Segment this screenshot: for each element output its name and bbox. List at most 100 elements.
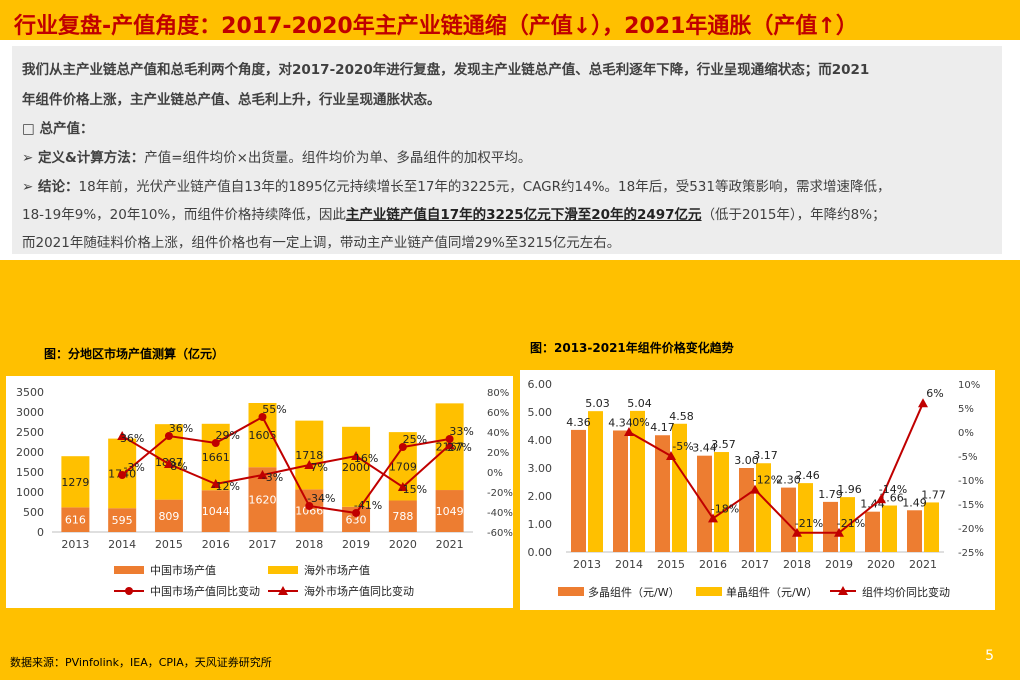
y-tick-label: 3.00 — [528, 462, 553, 475]
point-china-yoy — [398, 443, 407, 451]
label-price-yoy: 6% — [926, 387, 943, 400]
bar-label-mono: 5.04 — [627, 397, 652, 410]
conclusion-line-3: 而2021年随硅料价格上涨，组件价格也有一定上调，带动主产业链产值同增29%至3… — [22, 235, 621, 251]
conclusion-text-2a: 18-19年9%，20年10%，而组件价格持续降低，因此 — [22, 207, 346, 223]
y-tick-label: 3500 — [16, 386, 44, 399]
y2-tick-label: 40% — [487, 428, 509, 439]
bar-label-multi: 3.00 — [734, 454, 759, 467]
point-overseas-yoy — [351, 451, 362, 460]
point-overseas-yoy — [163, 459, 174, 468]
point-overseas-yoy — [444, 440, 455, 449]
x-tick-label: 2016 — [202, 538, 230, 551]
bar-multi — [739, 468, 754, 552]
bar-label-multi: 4.36 — [566, 416, 591, 429]
y-tick-label: 2500 — [16, 426, 44, 439]
bar-label-china: 1620 — [249, 494, 277, 507]
x-tick-label: 2017 — [741, 558, 769, 571]
legend-label-overseas: 海外市场产值 — [304, 563, 370, 577]
bar-label-mono: 2.46 — [795, 469, 820, 482]
x-tick-label: 2013 — [573, 558, 601, 571]
x-tick-label: 2018 — [295, 538, 323, 551]
legend-label-price-yoy: 组件均价同比变动 — [862, 585, 950, 599]
point-price-yoy — [708, 513, 718, 523]
bar-china — [435, 490, 464, 532]
chart2-svg: 0.00 1.00 2.00 3.00 4.00 5.00 6.00 10% 5% 0% -5% -1… — [528, 378, 984, 599]
label-china-yoy: -3% — [123, 461, 144, 474]
bar-label-overseas: 2000 — [342, 461, 370, 474]
y-tick-label: 5.00 — [528, 406, 553, 419]
bar-label-multi: 1.79 — [818, 488, 843, 501]
label-price-yoy: -21% — [837, 517, 865, 530]
y2-tick-label: 20% — [487, 448, 509, 459]
label-overseas-yoy: -15% — [399, 483, 427, 496]
legend-label-overseas-yoy: 海外市场产值同比变动 — [304, 584, 414, 598]
y-tick-label: 4.00 — [528, 434, 553, 447]
line-overseas-yoy — [121, 435, 451, 489]
label-price-yoy: -21% — [795, 517, 823, 530]
point-price-yoy — [834, 527, 844, 537]
bar-china — [108, 508, 137, 532]
conclusion-highlight: 主产业链产值自17年的3225亿元下滑至20年的2497亿元 — [345, 207, 702, 223]
intro-line-1: 我们从主产业链总产值和总毛利两个角度，对2017-2020年进行复盘，发现主产业… — [22, 62, 870, 78]
conclusion-line-1: ➢ 结论：18年前，光伏产业链产值自13年的1895亿元持续增长至17年的322… — [22, 175, 890, 195]
bar-label-mono: 1.96 — [837, 483, 862, 496]
y2-tick-label: 10% — [958, 380, 980, 391]
label-china-yoy: 25% — [403, 433, 427, 446]
y2-tick-label: 80% — [487, 388, 509, 399]
bar-china — [201, 490, 230, 532]
bar-china — [295, 489, 324, 532]
label-china-yoy: -41% — [354, 499, 382, 512]
chart1-title: 图：分地区市场产值测算（亿元） — [44, 347, 225, 361]
point-overseas-yoy — [210, 479, 221, 488]
point-china-yoy — [211, 439, 220, 447]
point-overseas-yoy — [304, 460, 315, 469]
y-tick-label: 0 — [37, 526, 44, 539]
bar-label-overseas: 1279 — [61, 476, 89, 489]
point-china-yoy — [164, 432, 173, 440]
bar-label-china: 616 — [65, 514, 86, 527]
label-overseas-yoy: 7% — [311, 461, 328, 474]
bar-label-multi: 4.34 — [608, 416, 633, 429]
bar-multi — [781, 487, 796, 552]
y2-tick-label: -5% — [958, 452, 977, 463]
bar-overseas — [61, 456, 90, 508]
legend-label-multi: 多晶组件（元/W） — [588, 585, 680, 599]
legend-swatch-china — [114, 566, 144, 574]
bar-multi — [571, 429, 586, 552]
label-price-yoy: -14% — [879, 483, 907, 496]
bar-china — [388, 500, 417, 532]
bullet-total-output: □ 总产值： — [22, 121, 94, 137]
label-overseas-yoy: -3% — [262, 471, 283, 484]
x-tick-label: 2013 — [61, 538, 89, 551]
label-price-yoy: -18% — [711, 502, 739, 515]
bar-label-china: 595 — [112, 514, 133, 527]
point-china-yoy — [118, 471, 127, 479]
bar-multi — [907, 510, 922, 552]
x-tick-label: 2017 — [249, 538, 277, 551]
bar-label-china: 1049 — [436, 505, 464, 518]
bar-multi — [823, 501, 838, 552]
bar-mono — [924, 502, 939, 552]
y-tick-label: 0.00 — [528, 546, 553, 559]
label-china-yoy: 55% — [262, 403, 286, 416]
y-tick-label: 2000 — [16, 446, 44, 459]
x-tick-label: 2021 — [909, 558, 937, 571]
legend-label-china-yoy: 中国市场产值同比变动 — [150, 584, 260, 598]
page-number: 5 — [985, 648, 994, 664]
bar-label-china: 1044 — [202, 505, 230, 518]
y-tick-label: 2.00 — [528, 490, 553, 503]
bar-mono — [714, 452, 729, 552]
bar-label-overseas: 1718 — [295, 449, 323, 462]
point-china-yoy — [352, 509, 361, 517]
legend-swatch-mono — [696, 587, 722, 596]
y2-tick-label: 60% — [487, 408, 509, 419]
conclusion-line-2: 18-19年9%，20年10%，而组件价格持续降低，因此主产业链产值自17年的3… — [22, 203, 886, 223]
bar-china — [154, 499, 183, 532]
point-price-yoy — [624, 427, 634, 436]
x-tick-label: 2014 — [108, 538, 136, 551]
label-overseas-yoy: 8% — [170, 460, 187, 473]
point-overseas-yoy — [257, 470, 268, 479]
x-tick-label: 2021 — [436, 538, 464, 551]
x-tick-label: 2015 — [657, 558, 685, 571]
legend-marker-overseas-yoy — [278, 586, 288, 595]
